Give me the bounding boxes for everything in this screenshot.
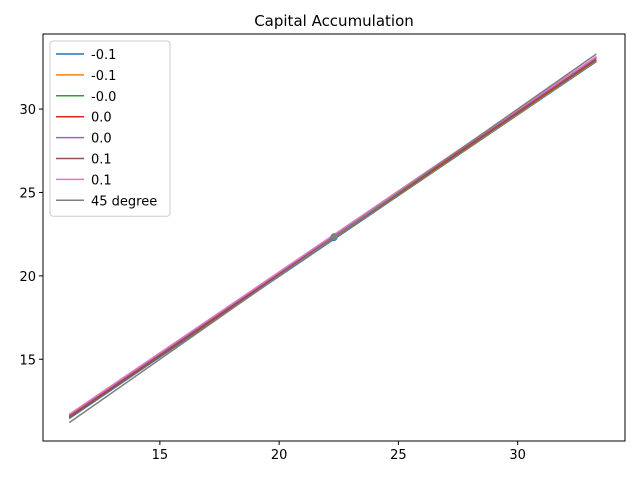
y-axis: 15 20 25 30	[19, 103, 43, 368]
y-tick-label: 25	[19, 186, 36, 201]
x-axis: 15 20 25 30	[152, 441, 526, 463]
x-tick-label: 30	[509, 448, 526, 463]
legend-label-4: 0.0	[91, 132, 112, 147]
legend-label-0: -0.1	[91, 48, 116, 63]
x-tick-label: 20	[271, 448, 288, 463]
points-layer	[330, 233, 338, 241]
legend-label-7: 45 degree	[91, 194, 157, 209]
legend: -0.1 -0.1 -0.0 0.0 0.0 0.1 0.1 45 degree	[49, 40, 171, 217]
x-tick-label: 15	[152, 448, 169, 463]
legend-box	[49, 40, 171, 217]
chart-title: Capital Accumulation	[254, 12, 414, 30]
legend-label-1: -0.1	[91, 69, 116, 84]
y-tick-label: 30	[19, 103, 36, 118]
legend-label-2: -0.0	[91, 90, 116, 105]
legend-label-6: 0.1	[91, 173, 112, 188]
plot-area-frame	[42, 33, 626, 442]
legend-label-3: 0.0	[91, 111, 112, 126]
y-tick-label: 20	[19, 270, 36, 285]
x-tick-label: 25	[390, 448, 407, 463]
y-tick-label: 15	[19, 353, 36, 368]
data-point-1	[330, 233, 338, 241]
legend-label-5: 0.1	[91, 153, 112, 168]
